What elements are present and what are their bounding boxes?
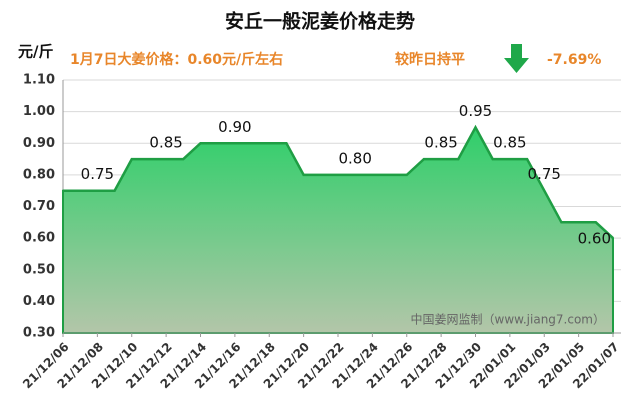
data-label: 0.95 [459,102,492,120]
y-tick-label: 0.70 [23,199,55,214]
y-tick-label: 0.40 [23,294,55,309]
annotation: 1月7日大姜价格：0.60元/斤左右 [70,51,283,68]
y-tick-label: 0.60 [23,231,55,246]
y-tick-label: 1.00 [23,104,55,119]
data-label: 0.85 [493,134,526,152]
y-tick-label: 0.30 [23,326,55,341]
line [63,124,614,240]
y-tick-label: 0.80 [23,167,55,182]
y-tick-label: 0.90 [23,136,55,151]
data-label: 0.90 [218,118,251,136]
plot-area: 0.300.400.500.600.700.800.901.001.1021/1… [20,73,622,392]
data-label: 0.75 [81,165,114,183]
annotation: -7.69% [547,52,601,68]
y-tick-label: 1.10 [23,73,55,88]
data-label: 0.85 [149,134,182,152]
annotation: 较昨日持平 [395,51,465,68]
y-tick-label: 0.50 [23,262,55,277]
down-arrow-icon [504,44,529,73]
y-axis-label: 元/斤 [18,43,53,61]
chart-title: 安丘一般泥姜价格走势 [225,10,415,33]
data-label: 0.75 [528,165,561,183]
watermark: 中国姜网监制（www.jiang7.com） [411,312,605,327]
data-label: 0.85 [424,134,457,152]
data-label: 0.80 [338,149,371,167]
data-label: 0.60 [578,230,611,248]
